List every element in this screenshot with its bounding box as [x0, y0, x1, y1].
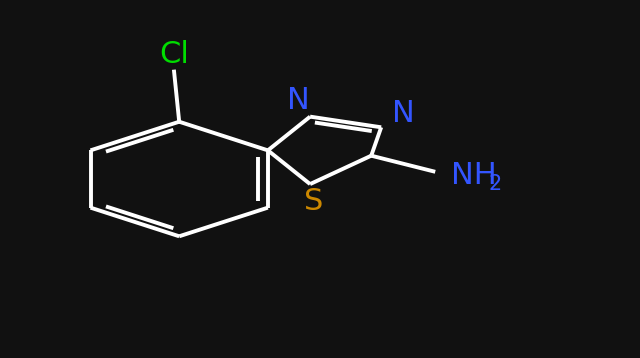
Text: N: N	[287, 86, 310, 115]
Text: N: N	[392, 99, 415, 128]
Text: Cl: Cl	[159, 40, 189, 69]
Text: S: S	[303, 188, 323, 217]
Text: 2: 2	[488, 174, 502, 194]
Text: NH: NH	[451, 161, 497, 190]
